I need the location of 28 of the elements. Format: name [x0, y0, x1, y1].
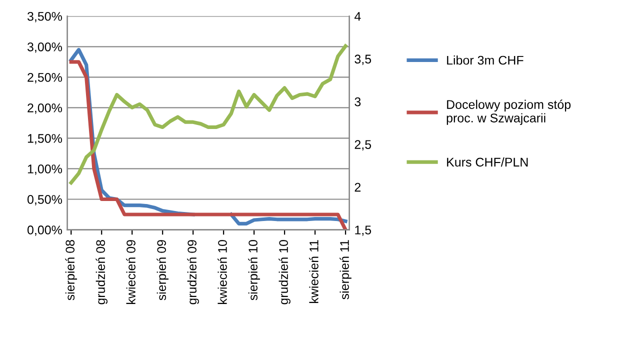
x-tick-label: grudzień 08: [96, 240, 108, 304]
y-tick-label: 2,50%: [28, 72, 62, 84]
y2-tick-label: 4: [354, 12, 361, 21]
x-tick-label: sierpień 11: [340, 240, 352, 300]
y-tick-label: 1,50%: [28, 134, 62, 144]
y2-tick-label: 2,5: [354, 140, 372, 150]
y2-tick-label: 2: [354, 182, 361, 192]
legend-label: Libor 3m CHF: [447, 55, 524, 65]
x-tick-label: kwiecień 09: [126, 240, 136, 304]
legend-label: Docelowy poziom stóp proc. w Szwajcarii: [446, 100, 571, 125]
x-tick-label: grudzień 10: [278, 240, 290, 304]
y-tick-label: 3,00%: [27, 42, 62, 53]
y-tick-label: 2,00%: [28, 104, 62, 114]
y-tick-label: 0,00%: [27, 226, 62, 236]
y-tick-label: 1,00%: [28, 164, 62, 175]
legend-label: Kurs CHF/PLN: [447, 157, 528, 167]
y-tick-label: 3,50%: [27, 12, 62, 22]
x-tick-label: grudzień 09: [187, 240, 199, 304]
y2-tick-label: 1,5: [355, 226, 372, 236]
x-tick-label: kwiecień 10: [218, 240, 227, 304]
x-tick-label: sierpień 08: [65, 240, 78, 300]
y2-tick-label: 3,5: [354, 54, 372, 66]
y-tick-label: 0,50%: [27, 195, 62, 206]
y2-tick-label: 3: [354, 97, 361, 106]
x-tick-label: kwiecień 11: [309, 240, 318, 304]
x-tick-label: sierpień 09: [156, 240, 168, 300]
line-series: [69, 44, 348, 185]
x-tick-label: sierpień 10: [248, 240, 260, 300]
